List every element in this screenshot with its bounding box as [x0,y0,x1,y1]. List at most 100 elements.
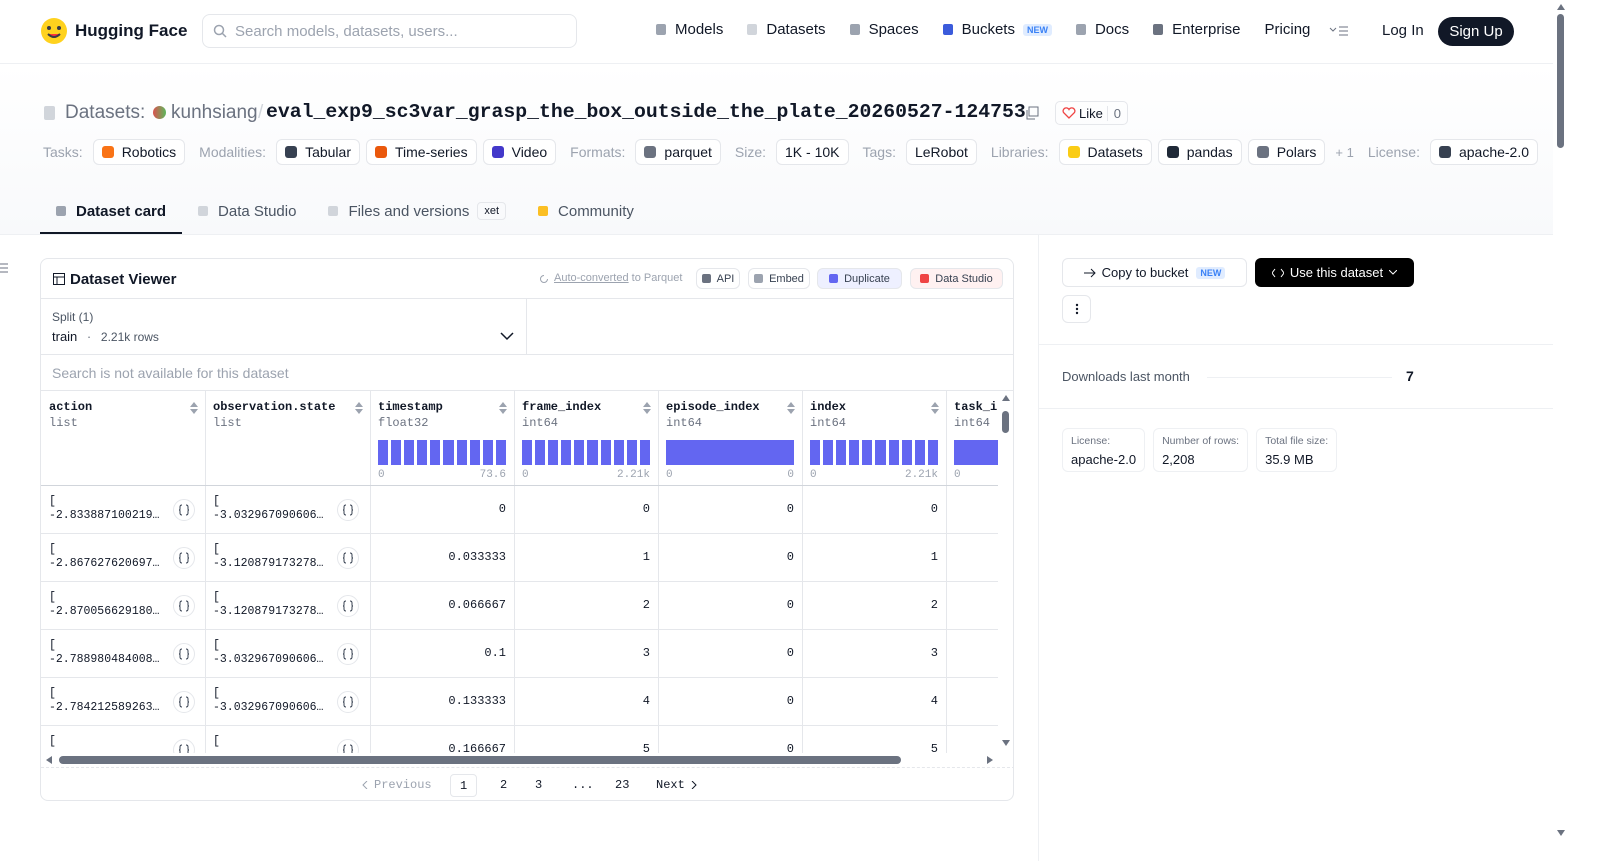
histogram-bar [469,440,480,465]
copy-to-bucket[interactable]: Copy to bucket NEW [1062,258,1247,287]
page-thumb[interactable] [1557,14,1564,148]
new-badge: NEW [1196,266,1226,279]
expand-icon[interactable] [337,739,359,753]
tag-chip[interactable]: Robotics [92,139,186,165]
nav-link[interactable]: Models [656,21,723,38]
braces [178,648,190,660]
viewer-button[interactable]: Embed [748,268,810,289]
list-cell-line: [ [49,639,56,652]
expand-icon[interactable] [173,499,195,521]
list-cell-line: -3.032967090606… [213,701,324,714]
page-link[interactable]: Previous [358,774,436,795]
tag-chip[interactable]: pandas [1157,139,1242,165]
tag-icon [644,146,657,158]
auto-converted-link[interactable]: Auto-converted [554,272,629,284]
split-chevron[interactable] [500,332,514,341]
page-link[interactable]: Next [652,774,701,795]
expand-icon[interactable] [173,739,195,753]
sort-icon[interactable] [355,401,363,414]
tag-chip[interactable]: Tabular [276,139,360,165]
sort-icon[interactable] [643,401,651,414]
expand-icon[interactable] [173,547,195,569]
tag-group-label: Formats: [570,144,626,160]
expand-icon[interactable] [337,547,359,569]
tag-row: Tasks: Robotics Modalities: Tabular Time-ser… [43,139,1552,165]
stat-card: License: apache-2.0 [1062,428,1146,472]
tag-chip[interactable]: Datasets [1058,139,1152,165]
tab[interactable]: Community [522,190,650,234]
v-scrollbar[interactable] [998,391,1013,753]
v-thumb[interactable] [1002,411,1009,433]
owner[interactable]: kunhsiang [171,102,258,123]
tag-chip[interactable]: Video [482,139,557,165]
sort-icon[interactable] [499,401,507,414]
histogram [954,440,998,465]
copy-icon[interactable] [1025,106,1039,120]
split-select[interactable]: train · 2.21k rows [52,329,159,344]
expand-icon[interactable] [337,595,359,617]
expand-icon[interactable] [337,643,359,665]
nav-link[interactable]: Buckets NEW [942,21,1052,38]
button-label: Duplicate [844,272,890,285]
brand[interactable]: Hugging Face [75,21,188,40]
histogram [666,440,794,465]
viewer-button[interactable]: API [696,268,740,289]
auto-converted: Auto-converted to Parquet [554,272,682,284]
nav-link[interactable]: Spaces [849,21,919,38]
more-button[interactable] [1062,295,1091,323]
expand-icon[interactable] [173,595,195,617]
viewer-button[interactable]: Data Studio [910,268,1003,289]
tag-icon [1438,146,1451,158]
cell-value: 0 [786,598,794,612]
list-cell-line: -2.867627620697… [49,557,160,570]
tab[interactable]: Data Studio [182,190,312,234]
nav-link[interactable]: Docs [1075,21,1129,38]
page-link[interactable]: 2 [496,774,511,795]
tab[interactable]: Dataset card [40,190,183,234]
h-scrollbar[interactable] [41,753,1013,768]
tag-chip[interactable]: apache-2.0 [1429,139,1539,165]
sort-icon[interactable] [931,401,939,414]
nav-link[interactable]: Enterprise [1153,21,1241,38]
cell-value: 2 [642,598,650,612]
expand-icon[interactable] [173,691,195,713]
sort-icon[interactable] [787,401,795,414]
sort-icon[interactable] [190,401,198,414]
like-count: 0 [1106,105,1127,121]
h-thumb[interactable] [59,756,901,764]
expand-icon[interactable] [337,499,359,521]
tab[interactable]: Files and versions xet [312,190,522,234]
sidebar-toggle[interactable] [0,263,9,273]
tag-chip[interactable]: 1K - 10K [776,139,849,165]
viewer-button[interactable]: Duplicate [817,268,902,289]
expand-icon[interactable] [337,691,359,713]
page-link[interactable]: 3 [531,774,546,795]
expand-icon[interactable] [173,643,195,665]
page-link[interactable]: 1 [450,774,478,797]
column-name: frame_index [522,400,602,414]
menu-icon[interactable] [1329,25,1349,37]
page-link[interactable]: ... [568,774,598,795]
tag-chip[interactable]: Polars [1247,139,1326,165]
search-box[interactable]: Search models, datasets, users... [202,14,577,48]
nav-link[interactable]: Datasets [747,21,826,38]
like-button[interactable]: Like 0 [1055,101,1128,125]
nav-icon [656,24,666,35]
use-dataset[interactable]: Use this dataset [1255,258,1414,287]
list-cell-line: [ [49,735,56,748]
data-table: action list observation.state list timestamp… [41,391,998,753]
page-scrollbar[interactable] [1553,0,1568,861]
tag-chip[interactable]: LeRobot [905,139,977,165]
tag-label: LeRobot [914,144,968,160]
tag-more[interactable]: + 1 [1335,144,1354,160]
list-cell-line: [ [213,639,220,652]
login[interactable]: Log In [1382,22,1424,39]
nav-link[interactable]: Pricing [1265,21,1311,38]
tag-icon [1256,146,1269,158]
tag-chip[interactable]: parquet [635,139,721,165]
signup[interactable]: Sign Up [1438,17,1514,46]
tag-chip[interactable]: Time-series [366,139,477,165]
braces [342,744,354,753]
page-link[interactable]: 23 [611,774,633,795]
